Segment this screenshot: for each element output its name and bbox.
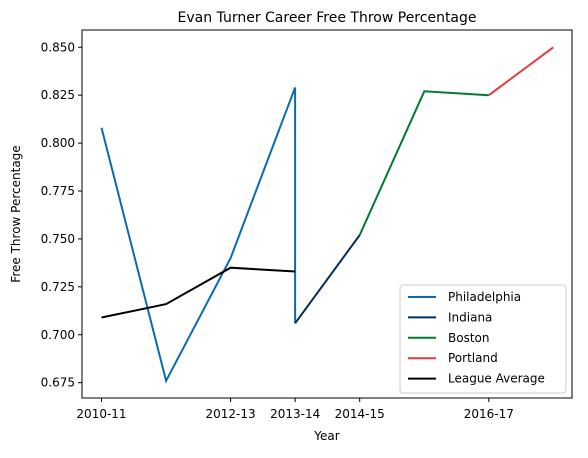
legend-label-3: Portland bbox=[448, 351, 498, 365]
y-tick-label: 0.800 bbox=[41, 136, 75, 150]
series-line-2 bbox=[358, 90, 489, 236]
x-tick-label: 2013-14 bbox=[270, 407, 320, 421]
x-axis-title: Year bbox=[313, 429, 339, 443]
y-axis-title: Free Throw Percentage bbox=[9, 145, 23, 282]
legend-label-4: League Average bbox=[448, 372, 545, 386]
y-tick-label: 0.700 bbox=[41, 328, 75, 342]
y-tick-label: 0.850 bbox=[41, 40, 75, 54]
x-tick-label: 2016-17 bbox=[464, 407, 514, 421]
legend: Philadelphia Indiana Boston Portland League … bbox=[399, 284, 567, 394]
chart-title: Evan Turner Career Free Throw Percentage bbox=[177, 10, 476, 26]
series-line-4 bbox=[101, 266, 296, 319]
plot-frame bbox=[81, 29, 573, 399]
series-line-3 bbox=[488, 46, 554, 97]
y-tick-label: 0.775 bbox=[41, 184, 75, 198]
y-tick-label: 0.675 bbox=[41, 376, 75, 390]
series-line-0 bbox=[100, 87, 297, 384]
x-tick-label: 2012-13 bbox=[206, 407, 256, 421]
legend-label-2: Boston bbox=[448, 331, 489, 345]
series-layer bbox=[100, 46, 554, 384]
y-tick-label: 0.725 bbox=[41, 280, 75, 294]
legend-label-1: Indiana bbox=[448, 310, 492, 324]
legend-box bbox=[399, 284, 567, 394]
legend-label-0: Philadelphia bbox=[448, 290, 521, 304]
y-tick-label: 0.825 bbox=[41, 88, 75, 102]
y-axis: 0.675 0.700 0.725 0.750 0.775 0.800 0.825 0.850 bbox=[41, 40, 82, 390]
y-tick-label: 0.750 bbox=[41, 232, 75, 246]
x-tick-label: 2014-15 bbox=[335, 407, 385, 421]
x-tick-label: 2010-11 bbox=[76, 407, 126, 421]
series-line-1 bbox=[294, 234, 361, 324]
x-axis: 2010-11 2012-13 2013-14 2014-15 2016-17 bbox=[76, 398, 514, 421]
